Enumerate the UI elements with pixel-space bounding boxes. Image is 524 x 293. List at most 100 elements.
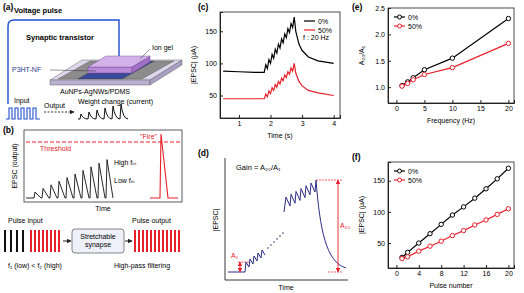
point xyxy=(411,78,415,82)
y-tick: 50 xyxy=(377,240,391,247)
output-pulse xyxy=(178,230,180,252)
plot-frame xyxy=(388,8,514,103)
series-line xyxy=(223,63,334,98)
y-tick-label: 1.5 xyxy=(375,58,385,65)
x-tick-label: 1 xyxy=(237,120,241,127)
input-pulse xyxy=(38,230,40,252)
label: Voltage pulse xyxy=(14,6,62,15)
x-axis-title: Frequency (Hz) xyxy=(427,117,475,125)
label: Input xyxy=(14,97,30,105)
label: Time xyxy=(278,284,293,291)
x-axis-title: Pulse number xyxy=(429,282,473,289)
label: Time xyxy=(95,205,110,212)
y-axis-title: A₂₀/A₁ xyxy=(358,45,365,65)
input-pulses xyxy=(6,108,40,119)
legend-marker xyxy=(398,24,402,28)
series-line xyxy=(402,19,508,86)
x-tick-mark xyxy=(424,100,425,103)
legend-marker xyxy=(398,178,402,182)
panel-label: (d) xyxy=(198,148,209,158)
x-axis-line xyxy=(221,115,341,119)
y-axis-title: |EPSC| (μA) xyxy=(358,196,366,234)
x-tick-label: 16 xyxy=(483,270,491,277)
waveform xyxy=(284,180,346,268)
x-tick-label: 3 xyxy=(301,120,305,127)
threshold-line xyxy=(26,142,180,143)
point xyxy=(450,56,454,60)
label: f₁ (low) < f₂ (high) xyxy=(8,262,62,270)
x-tick-mark xyxy=(419,265,420,268)
x-tick: 4 xyxy=(332,115,336,127)
panel-label: (c) xyxy=(198,2,209,12)
y-tick-label: 50 xyxy=(209,92,217,99)
point xyxy=(400,83,404,87)
series-line xyxy=(402,43,508,86)
y-tick-label: 2.5 xyxy=(375,5,385,12)
x-tick: 4 xyxy=(417,265,421,277)
point xyxy=(450,65,454,69)
ion-gel-top xyxy=(88,56,150,67)
y-tick: 150 xyxy=(205,28,223,35)
y-tick-label: 150 xyxy=(373,177,385,184)
x-tick-mark xyxy=(480,100,481,103)
legend: 0%50% xyxy=(394,168,422,184)
point xyxy=(506,207,510,211)
output-pulse xyxy=(170,230,172,252)
leader xyxy=(50,70,96,71)
y-axis-line xyxy=(389,9,392,104)
x-tick: 0 xyxy=(395,265,399,277)
y-tick-label: 2.0 xyxy=(375,31,385,38)
x-tick: 3 xyxy=(301,115,305,127)
point xyxy=(422,72,426,76)
y-tick-mark xyxy=(220,96,223,97)
y-tick: 1.5 xyxy=(375,58,391,65)
input-pulse xyxy=(58,230,60,252)
point xyxy=(450,213,454,217)
input-pulse xyxy=(22,230,24,252)
legend-label: 50% xyxy=(408,23,422,30)
y-axis-line xyxy=(221,13,224,119)
x-tick-mark xyxy=(452,100,453,103)
x-tick-label: 10 xyxy=(449,105,457,112)
x-tick: 5 xyxy=(423,100,427,112)
x-axis-line xyxy=(389,265,515,269)
panel-label: (e) xyxy=(352,2,363,12)
x-tick-mark xyxy=(486,265,487,268)
panel-label: (a) xyxy=(3,2,14,12)
ion-gel-front xyxy=(88,67,132,73)
y-tick-mark xyxy=(220,63,223,64)
label: |EPSC| xyxy=(212,208,220,231)
x-tick: 0 xyxy=(395,100,399,112)
point xyxy=(506,41,510,45)
output-pulse xyxy=(174,230,176,252)
label: Output xyxy=(44,102,65,110)
label: A₁ xyxy=(231,252,239,259)
y-tick-label: 100 xyxy=(205,60,217,67)
input-pulse xyxy=(34,230,36,252)
point xyxy=(400,84,404,88)
y-tick-mark xyxy=(388,61,391,62)
label: Pulse output xyxy=(132,217,171,225)
panel-label: (b) xyxy=(3,125,14,135)
input-pulse xyxy=(4,230,6,252)
plot-area xyxy=(223,17,334,99)
label: A₂₀ xyxy=(340,222,350,229)
output-pulse xyxy=(142,230,144,252)
y-axis: 50100150 xyxy=(373,163,391,269)
frame xyxy=(24,130,182,202)
point xyxy=(400,256,404,260)
ellipsis-dot xyxy=(270,244,272,246)
y-axis: 50 100 150 xyxy=(205,13,223,119)
chart: 1234501001500%50% xyxy=(205,12,340,127)
y-tick-mark xyxy=(388,8,391,9)
label: Synaptic transistor xyxy=(26,33,94,42)
point xyxy=(405,81,409,85)
x-tick-mark xyxy=(464,265,465,268)
plot-frame xyxy=(220,12,340,118)
label: Threshold xyxy=(40,145,71,152)
label: P3HT-NF xyxy=(12,66,41,73)
series-line xyxy=(402,168,508,257)
legend-label: 0% xyxy=(408,14,418,21)
amplitude-arrow xyxy=(338,180,339,272)
label: High fᵢₙ xyxy=(114,159,136,167)
